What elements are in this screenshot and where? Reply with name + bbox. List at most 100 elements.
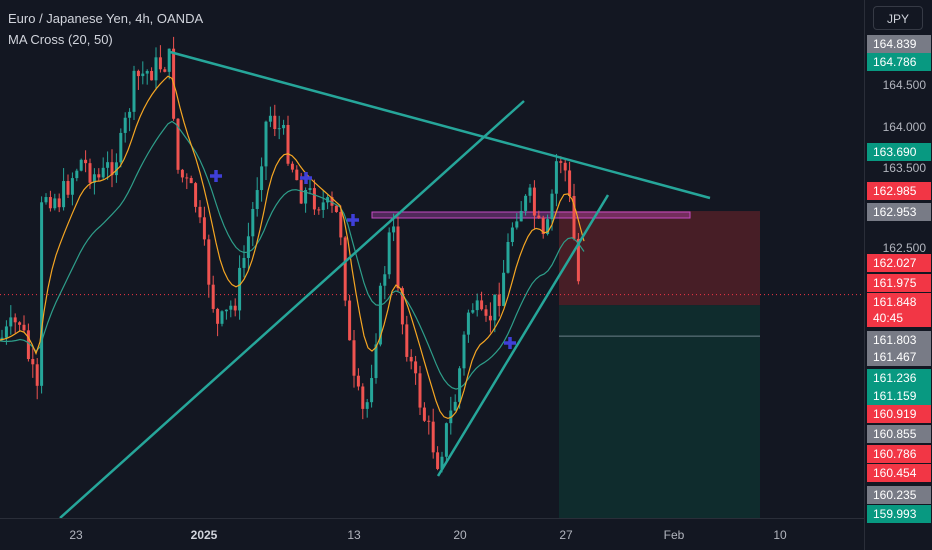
candle-body — [119, 132, 123, 163]
candle-body — [515, 221, 519, 228]
candle-body — [422, 407, 426, 421]
time-label: 10 — [773, 528, 787, 542]
candle-body — [92, 174, 96, 183]
candle-body — [286, 124, 290, 164]
candle-body — [356, 375, 360, 387]
chart-area[interactable]: Euro / Japanese Yen, 4h, OANDA MA Cross … — [0, 0, 864, 518]
price-tag: 164.839 — [867, 35, 931, 53]
indicator-label[interactable]: MA Cross (20, 50) — [8, 32, 113, 47]
candle-body — [348, 300, 352, 341]
candle-body — [189, 177, 193, 184]
candle-body — [128, 111, 132, 118]
price-tick: 164.500 — [882, 78, 926, 92]
candle-body — [145, 71, 149, 74]
time-label: Feb — [663, 528, 685, 542]
candle-body — [194, 183, 198, 207]
candle-body — [550, 193, 554, 220]
price-tag: 161.467 — [867, 348, 931, 366]
price-tag: 160.786 — [867, 445, 931, 463]
candle-body — [506, 242, 510, 273]
candle-body — [299, 180, 303, 204]
candle-body — [427, 420, 431, 422]
candle-body — [409, 356, 413, 362]
candle-body — [546, 219, 550, 235]
currency-button[interactable]: JPY — [873, 6, 923, 30]
candle-body — [70, 178, 74, 195]
symbol-title[interactable]: Euro / Japanese Yen, 4h, OANDA — [8, 11, 204, 26]
candle-body — [497, 294, 501, 306]
take-profit-zone — [559, 305, 760, 518]
candle-body — [273, 115, 277, 130]
candle-body — [510, 227, 514, 243]
candle-body — [295, 169, 299, 181]
price-tag: 160.919 — [867, 405, 931, 423]
candle-body — [264, 121, 268, 167]
candle-body — [563, 162, 567, 171]
candle-body — [524, 195, 528, 211]
chart-legend: Euro / Japanese Yen, 4h, OANDA MA Cross … — [8, 8, 203, 50]
candle-body — [48, 197, 52, 209]
candle-body — [180, 169, 184, 178]
candle-body — [75, 170, 79, 179]
candle-body — [141, 73, 145, 77]
candle-body — [532, 187, 536, 216]
price-tag: 161.803 — [867, 331, 931, 349]
candle-body — [0, 337, 4, 340]
candle-body — [123, 117, 127, 133]
candle-body — [106, 162, 110, 168]
candle-body — [330, 197, 334, 206]
price-tick: 164.000 — [882, 120, 926, 134]
price-tag: 162.953 — [867, 203, 931, 221]
candle-body — [255, 190, 259, 209]
price-tag: 161.159 — [867, 387, 931, 405]
candle-body — [396, 226, 400, 289]
candle-body — [383, 274, 387, 286]
candle-body — [444, 423, 448, 457]
candle-body — [66, 181, 70, 195]
candle-body — [44, 197, 48, 203]
candle-body — [246, 236, 250, 258]
ma-fast-line — [0, 75, 585, 420]
candle-body — [268, 115, 272, 122]
price-tag: 161.975 — [867, 274, 931, 292]
price-tag: 162.985 — [867, 182, 931, 200]
ascending-channel-line — [436, 194, 610, 477]
time-axis[interactable]: 23 2025 13 20 27 Feb 10 — [0, 518, 864, 550]
candle-body — [163, 69, 167, 72]
price-chart[interactable] — [0, 0, 864, 518]
price-tag: 159.993 — [867, 505, 931, 523]
candle-body — [576, 238, 580, 282]
candle-body — [79, 159, 83, 171]
ma-cross-marker — [347, 214, 359, 226]
ma-slow-line — [0, 120, 585, 390]
price-axis[interactable]: JPY 164.500 164.000 163.500 162.500 164.… — [864, 0, 932, 550]
candle-body — [150, 71, 154, 81]
candle-body — [238, 267, 242, 311]
candle-body — [568, 170, 572, 197]
candle-body — [198, 206, 202, 218]
price-tag: 161.848 — [867, 293, 931, 311]
candle-body — [392, 226, 396, 233]
candle-body — [154, 57, 158, 81]
candle-body — [453, 401, 457, 411]
ascending-trendline — [59, 100, 525, 518]
candle-body — [488, 315, 492, 321]
candle-body — [242, 257, 246, 268]
candle-body — [458, 368, 462, 402]
candle-body — [136, 70, 140, 77]
candle-body — [480, 300, 484, 310]
candle-body — [132, 70, 136, 112]
candle-body — [541, 217, 545, 235]
candle-body — [110, 162, 114, 176]
candle-body — [57, 198, 61, 208]
candle-body — [224, 309, 228, 312]
candle-body — [101, 167, 105, 178]
candle-body — [370, 378, 374, 403]
candle-body — [440, 456, 444, 469]
price-tick: 163.500 — [882, 161, 926, 175]
resistance-box — [371, 211, 691, 219]
candle-body — [176, 118, 180, 170]
candle-body — [202, 217, 206, 240]
candle-body — [216, 308, 220, 324]
candle-body — [312, 188, 316, 210]
